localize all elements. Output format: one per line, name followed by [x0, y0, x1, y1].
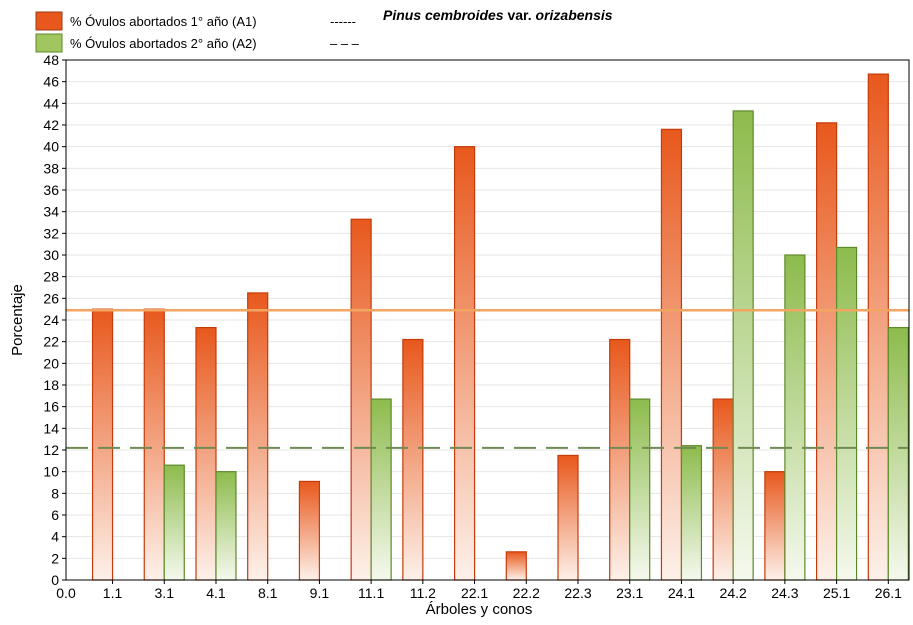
y-tick-label: 30	[43, 247, 59, 263]
y-tick-label: 28	[43, 269, 59, 285]
x-tick-label: 11.2	[410, 585, 436, 601]
bar-a1	[91, 308, 114, 581]
x-tick-label: 1.1	[103, 585, 123, 601]
y-tick-label: 48	[43, 52, 59, 68]
bar-a1	[660, 128, 683, 581]
y-tick-label: 32	[43, 225, 59, 241]
x-tick-label: 4.1	[206, 585, 226, 601]
y-tick-label: 12	[43, 442, 59, 458]
bar-a1	[764, 471, 786, 581]
x-tick-label: 24.2	[720, 585, 747, 601]
x-tick-label: 8.1	[258, 585, 278, 601]
y-axis-title: Porcentaje	[9, 284, 26, 356]
legend-line-a2: – – –	[330, 36, 360, 51]
bar-a1	[815, 122, 838, 581]
y-tick-label: 10	[43, 464, 59, 480]
y-tick-label: 34	[43, 204, 59, 220]
y-tick-label: 18	[43, 377, 59, 393]
legend-swatch-a1	[35, 11, 63, 31]
chart-title-variety: orizabensis	[536, 7, 613, 23]
y-tick-label: 42	[43, 117, 59, 133]
y-tick-label: 16	[43, 399, 59, 415]
x-tick-label: 24.1	[668, 585, 695, 601]
y-tick-label: 40	[43, 139, 59, 155]
y-tick-label: 2	[51, 550, 59, 566]
bar-a1	[350, 218, 372, 581]
chart-title-var: var.	[504, 7, 536, 23]
bar-a2	[370, 398, 392, 581]
legend-swatch-a2	[35, 33, 63, 53]
legend: % Óvulos abortados 1° año (A1) ------ % …	[35, 11, 360, 53]
bar-a2	[163, 464, 185, 581]
bar-a2	[215, 471, 237, 581]
bar-a1	[195, 326, 217, 581]
chart-title-species: Pinus cembroides	[383, 7, 504, 23]
y-tick-label: 26	[43, 290, 59, 306]
bar-a1	[712, 398, 734, 581]
x-tick-label: 25.1	[823, 585, 850, 601]
bar-a2	[732, 110, 754, 581]
bar-a1	[247, 292, 269, 581]
bar-a2	[887, 326, 909, 581]
legend-line-a1: ------	[330, 14, 356, 29]
x-tick-label: 23.1	[616, 585, 643, 601]
x-axis-title: Árboles y conos	[426, 601, 533, 618]
y-tick-label: 36	[43, 182, 59, 198]
y-tick-label: 46	[43, 74, 59, 90]
legend-label-a1: % Óvulos abortados 1° año (A1)	[70, 14, 257, 29]
x-tick-label: 9.1	[310, 585, 330, 601]
bar-a1	[402, 338, 424, 581]
bar-a2	[680, 445, 703, 581]
bar-a1	[453, 146, 476, 581]
x-tick-label: 22.3	[564, 585, 591, 601]
reference-lines	[66, 309, 909, 449]
x-tick-label: 22.1	[461, 585, 488, 601]
chart-title: Pinus cembroides var. orizabensis	[383, 7, 613, 23]
bar-a2	[629, 398, 651, 581]
bar-a1	[505, 551, 527, 581]
y-tick-label: 44	[43, 95, 59, 111]
x-tick-label: 11.1	[358, 585, 384, 601]
legend-label-a2: % Óvulos abortados 2° año (A2)	[70, 36, 257, 51]
y-tick-label: 20	[43, 355, 59, 371]
x-origin-label: 0.0	[56, 585, 76, 601]
bar-a2	[784, 254, 806, 581]
bar-a1	[557, 454, 579, 581]
y-tick-label: 14	[43, 420, 59, 436]
y-tick-label: 6	[51, 507, 59, 523]
x-tick-label: 26.1	[875, 585, 902, 601]
x-axis-ticks: 1.1 3.1 4.1 8.1 9.1 11.1 11.2 22.1 22.2 22.3 23.1 2…	[103, 580, 902, 601]
x-tick-label: 24.3	[771, 585, 798, 601]
x-tick-label: 3.1	[155, 585, 175, 601]
y-tick-label: 8	[51, 485, 59, 501]
bars	[91, 73, 909, 581]
y-tick-label: 38	[43, 160, 59, 176]
bar-a1	[143, 308, 165, 581]
y-tick-label: 24	[43, 312, 59, 328]
y-tick-label: 4	[51, 529, 59, 545]
y-tick-label: 0	[51, 572, 59, 588]
bar-a1	[867, 73, 889, 581]
x-tick-label: 22.2	[513, 585, 540, 601]
bar-a2	[835, 246, 858, 581]
y-tick-label: 22	[43, 334, 59, 350]
y-axis-ticks: 0246810121416182022242628303234363840424…	[43, 52, 66, 588]
bar-a1	[609, 338, 631, 581]
bar-a1	[298, 480, 321, 581]
